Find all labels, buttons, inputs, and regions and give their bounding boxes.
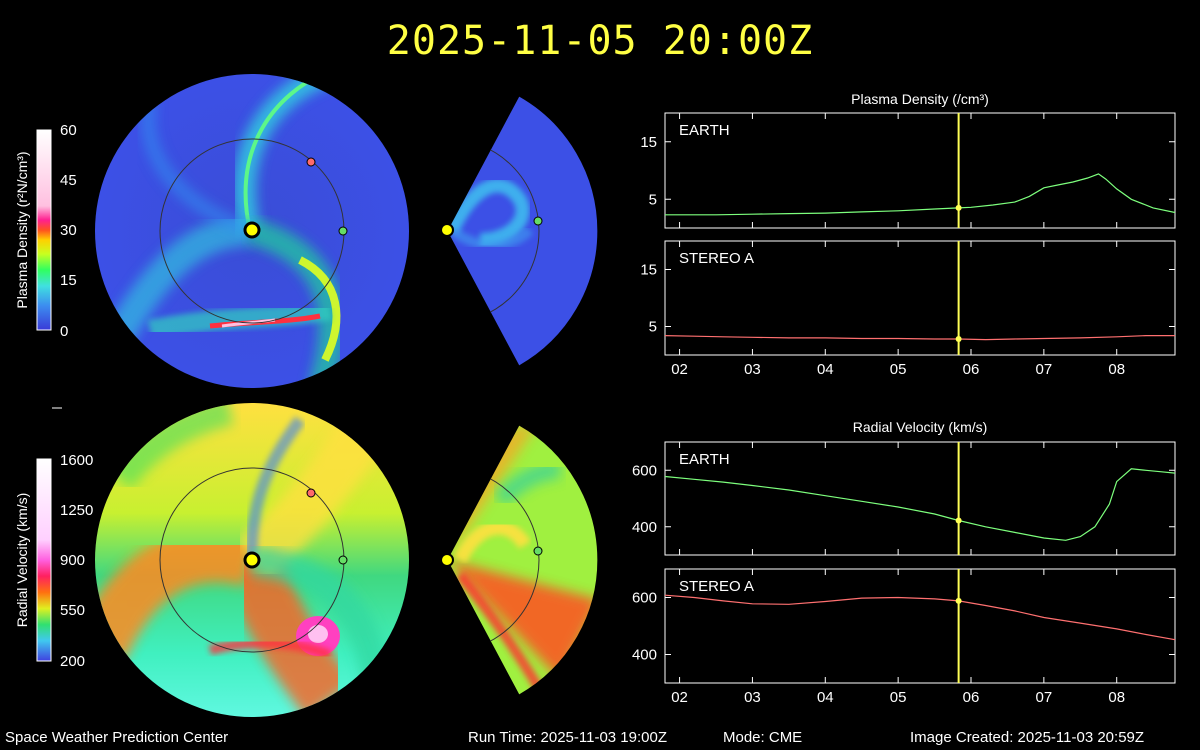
x-tick-label: 07 xyxy=(1036,689,1053,706)
plot-frame xyxy=(664,240,1176,356)
current-value-dot xyxy=(955,597,962,604)
velocity-meridional-map xyxy=(440,424,599,696)
series-line xyxy=(664,468,1176,541)
x-tick-label: 02 xyxy=(671,361,688,378)
x-tick-label: 04 xyxy=(817,361,834,378)
density-colorbar-tick: 15 xyxy=(60,272,77,289)
y-tick-label: 5 xyxy=(649,319,657,336)
velocity-ecliptic-map xyxy=(95,403,409,717)
footer-org: Space Weather Prediction Center xyxy=(5,729,229,746)
x-tick-label: 06 xyxy=(963,361,980,378)
x-tick-label: 06 xyxy=(963,689,980,706)
current-value-dot xyxy=(955,204,962,211)
y-tick-label: 400 xyxy=(632,647,657,664)
panel-label: STEREO A xyxy=(679,578,754,595)
velocity-colorbar-tick: 200 xyxy=(60,653,85,670)
model-maps: 60 45 30 15 0 Plasma Density (r²N/cm³) 1… xyxy=(14,74,599,717)
y-tick-label: 5 xyxy=(649,191,657,208)
velocity-colorbar-tick: 1250 xyxy=(60,502,93,519)
x-tick-label: 04 xyxy=(817,689,834,706)
velocity-colorbar: 1600 1250 900 550 200 Radial Velocity (k… xyxy=(14,452,93,670)
y-tick-label: 400 xyxy=(632,519,657,536)
plot-frame xyxy=(664,441,1176,556)
earth-marker xyxy=(533,546,543,556)
density-colorbar: 60 45 30 15 0 Plasma Density (r²N/cm³) xyxy=(14,122,77,340)
sun-marker xyxy=(440,223,454,237)
density-colorbar-tick: 0 xyxy=(60,323,68,340)
velocity-colorbar-tick: 1600 xyxy=(60,452,93,469)
density-meridional-map xyxy=(440,95,599,367)
density-ecliptic-map xyxy=(95,74,409,388)
series-line xyxy=(664,335,1175,341)
earth-marker xyxy=(338,555,348,565)
panel-label: STEREO A xyxy=(679,250,754,267)
density-colorbar-label: Plasma Density (r²N/cm³) xyxy=(14,151,30,308)
series-line xyxy=(664,594,1176,641)
x-tick-label: 03 xyxy=(744,689,761,706)
velocity-colorbar-label: Radial Velocity (km/s) xyxy=(14,493,30,628)
density-colorbar-tick: 45 xyxy=(60,172,77,189)
x-tick-label: 07 xyxy=(1036,361,1053,378)
x-tick-label: 05 xyxy=(890,689,907,706)
earth-marker xyxy=(338,226,348,236)
velocity-colorbar-tick: 550 xyxy=(60,602,85,619)
density-colorbar-tick: 30 xyxy=(60,222,77,239)
current-value-dot xyxy=(955,336,962,343)
x-tick-label: 05 xyxy=(890,361,907,378)
x-tick-label: 08 xyxy=(1108,689,1125,706)
series-line xyxy=(665,173,1176,216)
panel-label: EARTH xyxy=(679,451,730,468)
plot-title: Plasma Density (/cm³) xyxy=(851,91,989,107)
plot-frame xyxy=(664,568,1176,684)
velocity-colorbar-tick: 900 xyxy=(60,552,85,569)
x-tick-label: 03 xyxy=(744,361,761,378)
footer-image-created: Image Created: 2025-11-03 20:59Z xyxy=(910,729,1145,746)
density-colorbar-tick: 60 xyxy=(60,122,77,139)
x-tick-label: 02 xyxy=(671,689,688,706)
plot-frame xyxy=(664,112,1176,229)
sun-marker xyxy=(243,221,261,239)
y-tick-label: 600 xyxy=(632,462,657,479)
footer-run-time: Run Time: 2025-11-03 19:00Z xyxy=(468,729,668,746)
y-tick-label: 15 xyxy=(640,134,657,151)
earth-marker xyxy=(533,216,543,226)
sun-marker xyxy=(440,553,454,567)
y-tick-label: 15 xyxy=(640,262,657,279)
page-title: 2025-11-05 20:00Z xyxy=(386,18,814,64)
stereo-a-marker xyxy=(306,157,316,167)
y-tick-label: 600 xyxy=(632,590,657,607)
footer-mode: Mode: CME xyxy=(723,729,803,746)
sun-marker xyxy=(243,551,261,569)
time-series-plots: Plasma Density (/cm³) 5 15 EARTH 5 15 STEREO A… xyxy=(632,91,1176,706)
stereo-a-marker xyxy=(306,488,316,498)
current-value-dot xyxy=(955,517,962,524)
panel-label: EARTH xyxy=(679,122,730,139)
plot-title: Radial Velocity (km/s) xyxy=(853,419,988,435)
x-tick-label: 08 xyxy=(1108,361,1125,378)
